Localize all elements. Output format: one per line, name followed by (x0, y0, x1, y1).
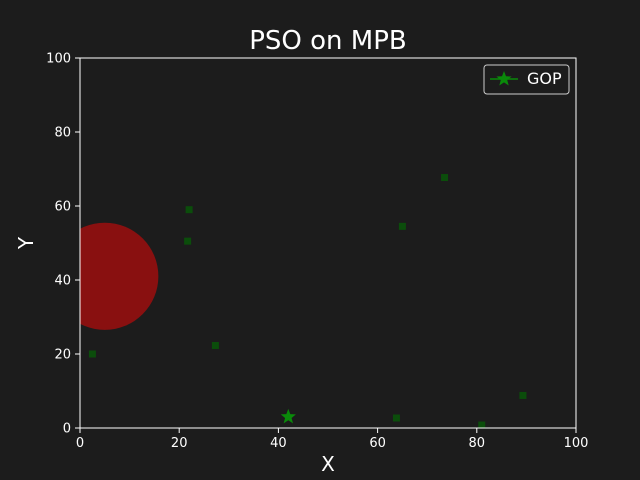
x-tick-label: 60 (369, 436, 386, 451)
y-tick-label: 0 (63, 422, 71, 437)
particle-marker (441, 174, 449, 182)
legend: GOP (483, 64, 570, 95)
x-tick-label: 80 (469, 436, 486, 451)
particle-marker (392, 414, 400, 422)
x-axis: 0 20 40 60 80 100 (76, 428, 589, 451)
particle-marker (211, 341, 219, 349)
plot-frame (79, 57, 577, 429)
chart-title: PSO on MPB (249, 26, 407, 56)
legend-label-gop: GOP (527, 69, 562, 88)
particle-marker (478, 421, 486, 428)
x-tick-label: 40 (270, 436, 287, 451)
y-tick-label: 100 (46, 52, 71, 67)
legend-box (483, 64, 570, 95)
y-tick-label: 20 (54, 348, 71, 363)
y-axis-label: Y (14, 236, 38, 250)
particle-marker (519, 391, 527, 399)
y-tick-label: 60 (54, 200, 71, 215)
x-axis-label: X (321, 452, 335, 476)
plot-area (80, 174, 527, 428)
x-tick-label: 20 (171, 436, 188, 451)
y-axis: 0 20 40 60 80 100 (46, 52, 80, 437)
particle-marker (184, 237, 192, 245)
y-tick-label: 40 (54, 274, 71, 289)
particles (88, 174, 527, 428)
y-tick-label: 80 (54, 126, 71, 141)
x-tick-label: 0 (76, 436, 84, 451)
peak-circle (80, 222, 159, 330)
legend-star-icon (496, 71, 512, 86)
particle-marker (88, 350, 96, 358)
particle-marker (398, 222, 406, 230)
particle-marker (185, 206, 193, 214)
gop-star-marker (280, 408, 296, 424)
x-tick-label: 100 (564, 436, 589, 451)
